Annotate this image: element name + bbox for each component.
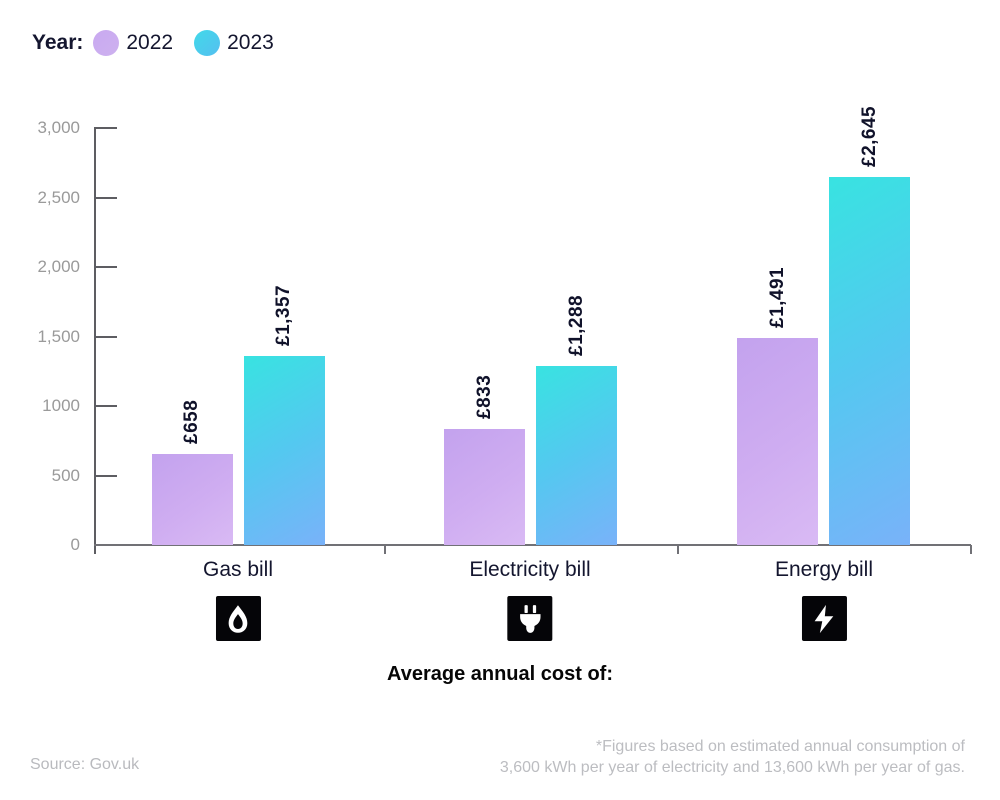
y-axis-tick [94, 405, 117, 407]
y-tick-label: 2,500 [37, 187, 80, 207]
y-axis-tick [94, 335, 117, 338]
x-axis-tick [970, 545, 972, 554]
y-axis-tick [94, 474, 117, 477]
category-energy-bill: Energy bill [775, 558, 873, 641]
bar-value-2022-energy-bill: £1,491 [766, 266, 788, 328]
footnote-line-1: *Figures based on estimated annual consu… [595, 738, 965, 755]
legend-label-2022: 2022 [126, 31, 174, 54]
x-axis-tick [677, 545, 679, 554]
bar-value-2022-electricity-bill: £833 [473, 374, 495, 420]
y-axis-tick [94, 196, 117, 199]
plug-icon [507, 596, 553, 641]
legend-title: Year: [32, 31, 84, 54]
y-tick-label: 500 [51, 465, 80, 485]
bar-value-2023-energy-bill: £2,645 [858, 106, 880, 168]
y-tick-label: 3,000 [37, 118, 80, 137]
category-gas-bill: Gas bill [203, 558, 273, 641]
y-tick-label: 1,500 [37, 326, 80, 346]
legend-item-2022: 2022 [93, 30, 173, 56]
footnote: *Figures based on estimated annual consu… [500, 736, 965, 778]
y-axis-tick [94, 127, 117, 129]
bar-2022-electricity-bill [444, 429, 525, 545]
legend-swatch-2022-icon [93, 30, 120, 56]
legend-item-2023: 2023 [194, 30, 274, 56]
legend-label-2023: 2023 [227, 31, 274, 54]
y-axis-tick [94, 266, 117, 268]
y-tick-label: 2,000 [37, 257, 80, 276]
legend-swatch-2023-icon [194, 30, 221, 56]
y-tick-label: 1000 [42, 396, 80, 415]
x-axis-line [94, 544, 971, 546]
bar-2023-electricity-bill [536, 365, 617, 545]
bolt-icon [801, 596, 847, 641]
category-electricity-bill: Electricity bill [469, 558, 591, 641]
bar-2023-energy-bill [829, 177, 910, 545]
footnote-line-2: 3,600 kWh per year of electricity and 13… [499, 759, 965, 776]
flame-icon [215, 596, 261, 641]
bar-2023-gas-bill [243, 356, 325, 545]
x-axis-tick [384, 545, 386, 554]
chart-legend: Year: 2022 2023 [32, 29, 274, 57]
bar-value-2023-gas-bill: £1,357 [273, 285, 294, 347]
bar-2022-gas-bill [151, 453, 233, 545]
bar-value-2022-gas-bill: £658 [181, 399, 202, 444]
y-axis-line [94, 128, 96, 554]
category-label-energy: Energy bill [774, 558, 874, 581]
bar-value-2023-electricity-bill: £1,288 [565, 294, 587, 356]
source-credit: Source: Gov.uk [30, 756, 140, 773]
category-label-gas: Gas bill [202, 558, 274, 581]
y-tick-label: 0 [70, 535, 80, 554]
bar-2022-energy-bill [737, 337, 818, 545]
x-axis-title: Average annual cost of: [387, 663, 613, 685]
category-label-electricity: Electricity bill [469, 558, 591, 581]
